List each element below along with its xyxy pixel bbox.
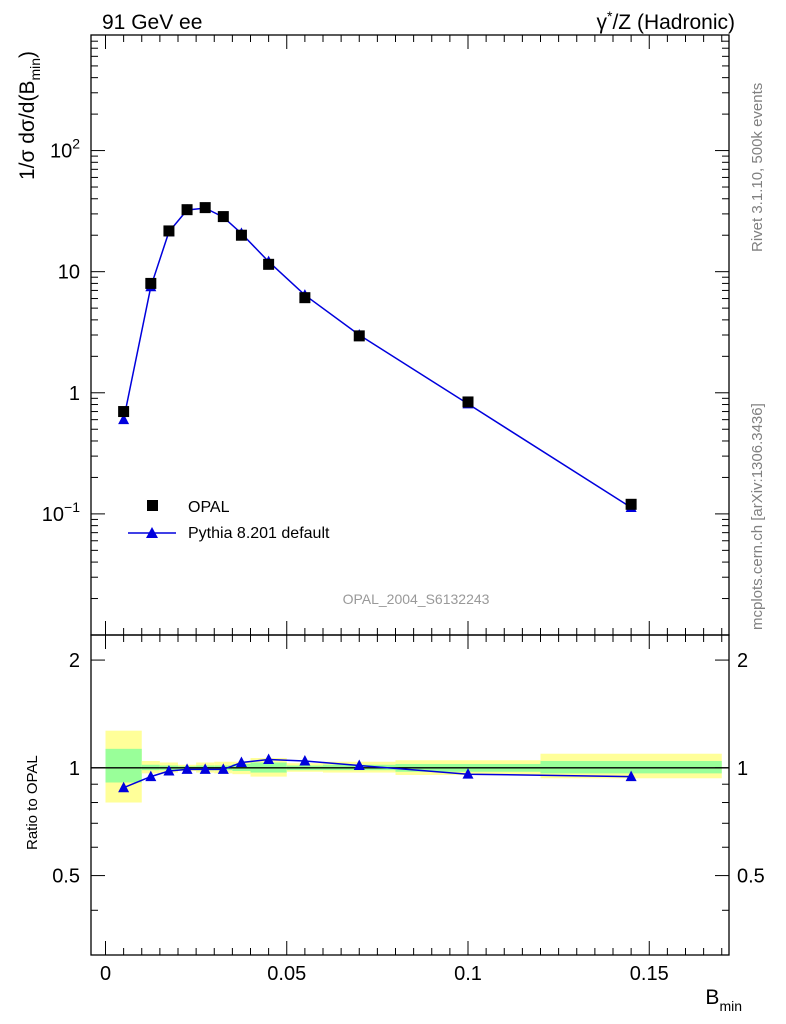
process-label: γ*/Z (Hadronic) <box>597 8 735 34</box>
ratio-band-inner <box>540 760 722 774</box>
x-axis-label-main: B <box>705 986 719 1009</box>
top-y-tick-label-base: 10 <box>58 262 80 284</box>
mc-series-line <box>122 207 632 509</box>
top-ylabel-sub: min <box>27 58 43 81</box>
data-point <box>625 498 637 510</box>
x-axis-label: Bmin <box>705 986 742 1014</box>
data-point <box>462 396 474 408</box>
bottom-ylabel: Ratio to OPAL <box>24 755 41 850</box>
ratio-point <box>217 763 229 774</box>
data-series <box>118 202 637 510</box>
ratio-point <box>181 763 193 774</box>
data-point <box>299 292 311 304</box>
data-point <box>217 211 229 223</box>
bottom-y-tick-label-right: 2 <box>737 650 748 672</box>
data-point <box>235 229 247 241</box>
bottom-y-tick-label-left: 0.5 <box>52 866 80 888</box>
ratio-point <box>235 756 247 767</box>
ratio-band-inner <box>105 748 142 783</box>
ratio-point <box>263 753 275 765</box>
ratio-point <box>145 770 157 782</box>
process-label-rest: /Z (Hadronic) <box>612 11 735 34</box>
top-y-tick-label-base: 10 <box>50 141 72 163</box>
energy-label: 91 GeV ee <box>102 11 202 34</box>
source-label: mcplots.cern.ch [arXiv:1306.3436] <box>749 403 766 630</box>
process-label-base: γ <box>597 11 608 34</box>
ratio-point <box>462 768 474 779</box>
x-axis-label-sub: min <box>719 998 742 1014</box>
bottom-y-tick-label-right: 1 <box>737 758 748 780</box>
ratio-point <box>625 770 637 782</box>
rivet-version-label: Rivet 3.1.10, 500k events <box>749 83 766 252</box>
top-y-tick-label: 10 <box>58 262 80 284</box>
top-ylabel: 1/σ dσ/d(Bmin) <box>16 51 43 180</box>
data-point <box>353 330 365 342</box>
top-y-tick-label-base: 10 <box>42 504 64 526</box>
bottom-y-tick-label-left: 1 <box>69 758 80 780</box>
legend-data-label: OPAL <box>188 499 230 516</box>
legend: OPAL Pythia 8.201 default <box>128 499 330 542</box>
ratio-point <box>199 763 211 774</box>
ratio-series <box>118 753 637 793</box>
process-label-sup: * <box>607 8 613 24</box>
data-point <box>199 202 211 214</box>
bottom-y-tick-label-left: 2 <box>69 650 80 672</box>
data-point <box>145 277 157 289</box>
ratio-point <box>299 754 311 766</box>
top-ylabel-close: ) <box>16 51 39 58</box>
axis-ticks <box>91 34 729 955</box>
top-y-tick-label: 1 <box>69 383 80 405</box>
x-tick-label: 0.1 <box>454 963 482 985</box>
legend-mc-marker <box>146 527 158 538</box>
top-y-tick-label: 102 <box>50 136 80 163</box>
top-y-tick-label: 10−1 <box>42 499 80 526</box>
x-tick-label: 0.05 <box>267 963 306 985</box>
ratio-point <box>163 764 175 776</box>
bottom-y-tick-label-right: 0.5 <box>737 866 765 888</box>
bottom-panel-frame <box>90 634 730 956</box>
x-tick-label: 0.15 <box>630 963 669 985</box>
analysis-id: OPAL_2004_S6132243 <box>343 591 490 607</box>
data-point <box>263 258 275 270</box>
data-point <box>163 225 175 237</box>
top-y-tick-label-exp: 2 <box>72 136 80 152</box>
top-y-tick-label-exp: −1 <box>64 499 80 515</box>
top-ylabel-main: 1/σ dσ/d(B <box>16 81 39 180</box>
legend-mc-label: Pythia 8.201 default <box>188 525 330 542</box>
data-point <box>181 204 193 216</box>
ratio-point <box>353 759 365 771</box>
ratio-point <box>118 781 130 793</box>
data-point <box>118 406 130 418</box>
mc-point <box>118 413 130 425</box>
x-tick-label: 0 <box>100 963 111 985</box>
legend-data-marker <box>147 500 158 511</box>
top-y-tick-label-base: 1 <box>69 383 80 405</box>
